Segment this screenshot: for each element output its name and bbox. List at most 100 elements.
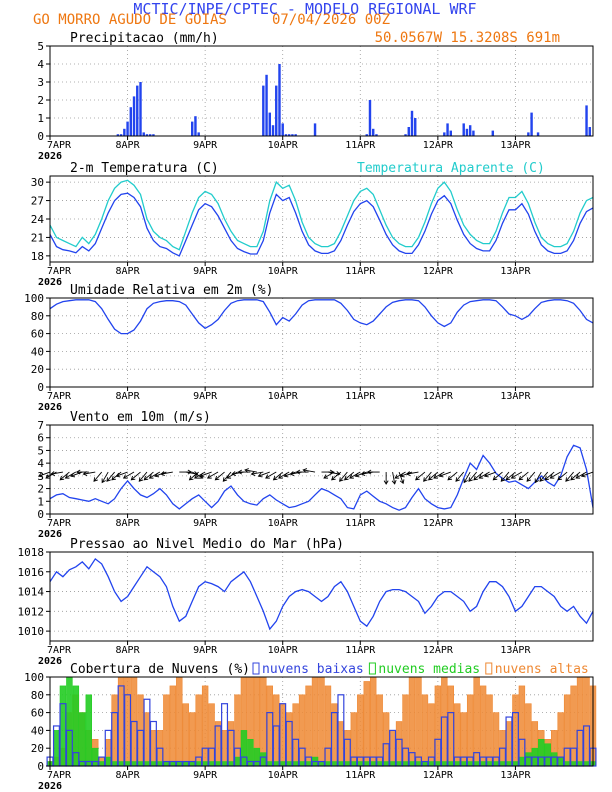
clouds-ytick-label: 40 xyxy=(31,724,44,737)
wind-vector-head xyxy=(383,480,389,485)
cloud-bar-nuvens-medias xyxy=(92,747,99,767)
cloud-bar-nuvens-medias xyxy=(402,761,409,767)
wind-vector xyxy=(493,471,503,481)
wind-ytick-label: 0 xyxy=(37,508,44,521)
wind-vector xyxy=(106,471,115,482)
wind-xtick-label: 7APR xyxy=(47,518,72,529)
precip-bar xyxy=(313,123,317,136)
clouds-xtick-label: 10APR xyxy=(268,770,299,781)
precip-bar xyxy=(265,74,268,136)
precip-frame xyxy=(49,45,594,137)
rh-frame xyxy=(49,297,594,388)
wind-vector-head xyxy=(231,471,237,476)
wind-vector xyxy=(570,471,581,481)
wind-vector-head xyxy=(265,474,270,479)
wind-vector xyxy=(131,471,141,481)
wind-vector xyxy=(59,471,70,481)
wind-vector-head xyxy=(244,468,249,473)
precip-xtick-label: 9APR xyxy=(193,140,218,151)
wind-vector xyxy=(557,471,568,481)
cloud-legend-swatch xyxy=(252,662,260,675)
wind-vector-head xyxy=(505,475,511,481)
precip-xtick-label: 12APR xyxy=(423,140,454,151)
cloud-bar-nuvens-altas xyxy=(370,676,377,767)
wind-grid xyxy=(50,424,593,515)
wind-vector-head xyxy=(399,479,405,485)
wind-vector xyxy=(428,471,439,481)
wind-vector-head xyxy=(438,472,444,478)
wind-vector xyxy=(518,471,529,481)
cloud-bar-nuvens-altas xyxy=(376,694,383,767)
wind-vector xyxy=(534,471,542,483)
clouds-xtick-label: 12APR xyxy=(423,770,454,781)
wind-vector-head xyxy=(492,475,498,481)
precip-bar xyxy=(530,112,533,136)
cloud-bar-nuvens-medias xyxy=(279,761,286,767)
clouds-ytick-label: 80 xyxy=(31,689,44,702)
wind-vector-head xyxy=(187,469,193,475)
cloud-bar-nuvens-medias xyxy=(518,756,526,767)
wind-vector xyxy=(123,471,135,479)
wind-vector xyxy=(544,471,555,481)
cloud-bar-nuvens-altas xyxy=(150,730,157,767)
precip-year-label: 2026 xyxy=(38,151,62,162)
wind-vector-head xyxy=(111,475,116,481)
rh-ytick-label: 60 xyxy=(31,328,44,341)
cloud-bar-nuvens-medias xyxy=(305,761,312,767)
wind-ytick-label: 3 xyxy=(37,470,44,483)
cloud-bar-nuvens-medias xyxy=(486,761,493,767)
precip-bar xyxy=(116,134,120,136)
temp-xtick-label: 10APR xyxy=(268,266,299,277)
cloud-bar-nuvens-altas xyxy=(143,712,151,767)
precip-panel: 0 1 2 3 4 5 7APR 8APR 9APR 10APR 11APR 12APR 13APR 20… xyxy=(37,31,594,162)
cloud-bar-nuvens-medias xyxy=(525,752,532,767)
wind-vector-head xyxy=(193,474,199,479)
cloud-bar-nuvens-altas xyxy=(163,694,170,767)
wind-vector-head xyxy=(272,475,278,481)
wind-vector xyxy=(189,471,199,481)
cloud-bar-nuvens-medias xyxy=(98,761,105,767)
clouds-xtick-label: 11APR xyxy=(345,770,376,781)
cloud-bar-nuvens-medias xyxy=(292,761,299,767)
cloud-bar-nuvens-altas xyxy=(266,685,273,767)
rh-xtick-label: 12APR xyxy=(423,391,454,402)
cloud-bar-nuvens-altas xyxy=(402,694,409,767)
wind-vector xyxy=(194,471,206,479)
rh-title: Umidade Relativa em 2m (%) xyxy=(70,283,274,298)
cloud-bar-nuvens-medias xyxy=(570,761,577,767)
temp-xtick-label: 9APR xyxy=(193,266,218,277)
wind-vector xyxy=(575,471,587,479)
rh-xtick-label: 7APR xyxy=(47,391,72,402)
precip-bar xyxy=(281,123,284,136)
cloud-bar-nuvens-medias xyxy=(512,761,519,767)
wind-vector xyxy=(51,471,64,475)
cloud-bar-nuvens-altas xyxy=(382,712,390,767)
wind-vector-head xyxy=(473,475,478,481)
wind-vector xyxy=(550,471,561,479)
cloud-bar-nuvens-medias xyxy=(473,761,480,767)
wind-xtick-label: 11APR xyxy=(345,518,376,529)
cloud-bar-nuvens-medias xyxy=(441,761,448,767)
wind-ytick-label: 1 xyxy=(37,495,44,508)
wind-vector-head xyxy=(339,477,344,482)
cloud-bar-nuvens-medias xyxy=(59,685,67,767)
cloud-bar-nuvens-medias xyxy=(201,761,209,767)
wind-vector-head xyxy=(214,475,220,481)
clouds-ytick-label: 60 xyxy=(31,707,44,720)
precip-bar xyxy=(145,134,149,136)
cloud-bar-nuvens-altas xyxy=(344,730,351,767)
wind-vector xyxy=(258,471,270,477)
cloud-bar-nuvens-medias xyxy=(421,761,429,767)
precip-bar xyxy=(139,82,142,136)
wind-vector xyxy=(93,471,103,482)
wind-vector-head xyxy=(106,477,111,482)
wind-vector xyxy=(473,471,484,481)
temp-legend-apparent: Temperatura Aparente (C) xyxy=(357,161,545,176)
wind-vector xyxy=(415,471,426,481)
cloud-bar-nuvens-altas xyxy=(124,676,131,767)
wind-vector xyxy=(349,471,361,479)
cloud-bar-nuvens-altas xyxy=(227,721,235,767)
wind-vector xyxy=(500,471,510,482)
wind-vector-head xyxy=(199,472,205,478)
